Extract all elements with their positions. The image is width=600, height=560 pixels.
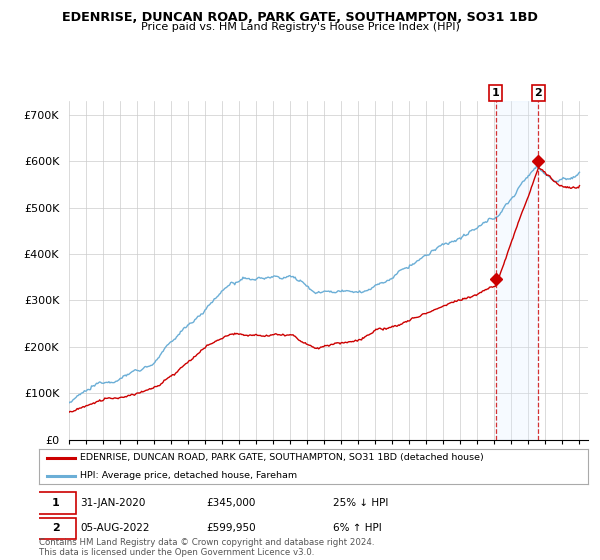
Text: 25% ↓ HPI: 25% ↓ HPI	[333, 498, 388, 508]
Text: 6% ↑ HPI: 6% ↑ HPI	[333, 524, 382, 534]
Text: 1: 1	[492, 88, 500, 98]
Text: EDENRISE, DUNCAN ROAD, PARK GATE, SOUTHAMPTON, SO31 1BD: EDENRISE, DUNCAN ROAD, PARK GATE, SOUTHA…	[62, 11, 538, 24]
Text: 2: 2	[52, 524, 60, 534]
Text: 1: 1	[52, 498, 60, 508]
Text: Price paid vs. HM Land Registry's House Price Index (HPI): Price paid vs. HM Land Registry's House …	[140, 22, 460, 32]
Text: EDENRISE, DUNCAN ROAD, PARK GATE, SOUTHAMPTON, SO31 1BD (detached house): EDENRISE, DUNCAN ROAD, PARK GATE, SOUTHA…	[80, 454, 484, 463]
FancyBboxPatch shape	[36, 517, 76, 539]
Text: Contains HM Land Registry data © Crown copyright and database right 2024.
This d: Contains HM Land Registry data © Crown c…	[39, 538, 374, 557]
Text: HPI: Average price, detached house, Fareham: HPI: Average price, detached house, Fare…	[80, 471, 298, 480]
Text: £345,000: £345,000	[206, 498, 256, 508]
Text: 31-JAN-2020: 31-JAN-2020	[80, 498, 146, 508]
Text: 2: 2	[535, 88, 542, 98]
Bar	[496, 101, 538, 440]
Text: £599,950: £599,950	[206, 524, 256, 534]
Text: 05-AUG-2022: 05-AUG-2022	[80, 524, 149, 534]
FancyBboxPatch shape	[36, 492, 76, 514]
